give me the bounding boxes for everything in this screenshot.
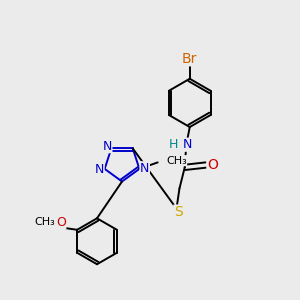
Text: CH₃: CH₃	[166, 156, 187, 166]
Text: S: S	[174, 205, 183, 219]
Text: CH₃: CH₃	[34, 217, 55, 227]
Text: O: O	[207, 158, 218, 172]
Text: H: H	[169, 138, 178, 151]
Text: Br: Br	[182, 52, 197, 66]
Text: N: N	[95, 163, 104, 176]
Text: N: N	[140, 162, 149, 175]
Text: O: O	[56, 216, 66, 229]
Text: N: N	[103, 140, 112, 153]
Text: N: N	[183, 138, 192, 151]
